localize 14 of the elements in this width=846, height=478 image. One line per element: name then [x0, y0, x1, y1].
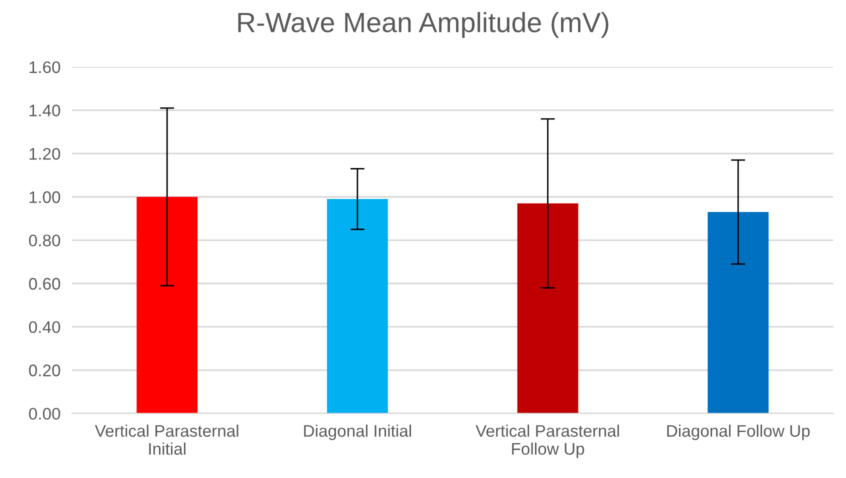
y-tick-label: 0.00 — [29, 408, 60, 420]
y-tick-label: 0.80 — [29, 234, 60, 246]
x-tick-label: Vertical Parasternal Follow Up — [476, 424, 619, 458]
x-tick-label: Diagonal Initial — [304, 424, 411, 440]
y-tick-label: 0.40 — [29, 321, 60, 334]
y-tick-label: 1.00 — [30, 191, 60, 204]
y-tick-label: 1.40 — [30, 104, 60, 116]
chart-title: R-Wave Mean Amplitude (mV) — [238, 12, 608, 38]
x-tick-label: Vertical Parasternal Initial — [94, 424, 238, 455]
y-tick-label: 1.20 — [30, 148, 60, 160]
x-tick-label: Diagonal Follow Up — [667, 424, 810, 440]
y-tick-label: 1.60 — [30, 61, 60, 74]
y-tick-label: 0.60 — [29, 278, 60, 290]
y-tick-label: 0.20 — [29, 364, 60, 376]
